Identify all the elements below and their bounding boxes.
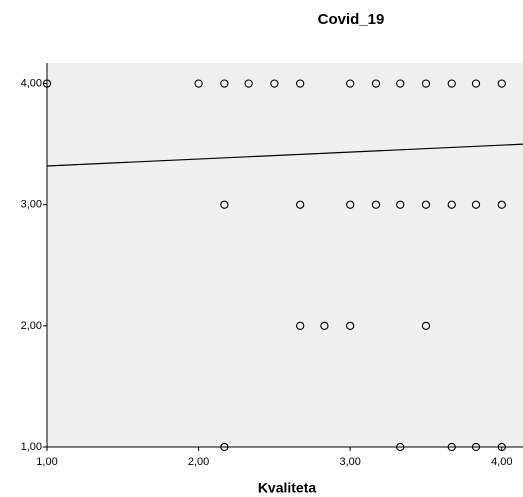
y-tick-label: 3,00 [21,199,42,211]
point [42,79,52,88]
point [497,79,506,88]
x-tick-label: 2,00 [188,456,209,468]
y-tick-label: 1,00 [21,441,42,453]
point [371,200,381,209]
fit-line [46,143,523,167]
x-tick-label: 4,00 [491,456,512,468]
point [396,442,405,452]
y-tick-label: 4,00 [21,77,42,89]
chart-title: Covid_19 [318,11,385,28]
point [421,200,431,209]
point [244,79,253,88]
point [270,79,279,88]
point [296,200,305,209]
x-tick-label: 3,00 [339,456,360,468]
point [296,79,305,88]
point [346,200,355,209]
point [447,79,456,88]
point [396,200,405,209]
point [346,321,355,331]
point [371,79,381,88]
point [497,442,506,452]
point [220,200,229,209]
x-axis-label: Kvaliteta [258,480,317,496]
point [346,79,355,88]
point [447,200,456,209]
y-tick-label: 2,00 [21,320,42,332]
point [471,442,481,452]
point [497,200,506,209]
point [421,79,431,88]
point [471,79,481,88]
point [194,79,203,88]
x-tick-label: 1,00 [36,456,57,468]
point [220,79,229,88]
point [320,321,329,331]
point [447,442,456,452]
point [220,442,229,452]
point [396,79,405,88]
plot-area [47,63,523,447]
point [421,321,431,331]
point [296,321,305,331]
point [471,200,481,209]
